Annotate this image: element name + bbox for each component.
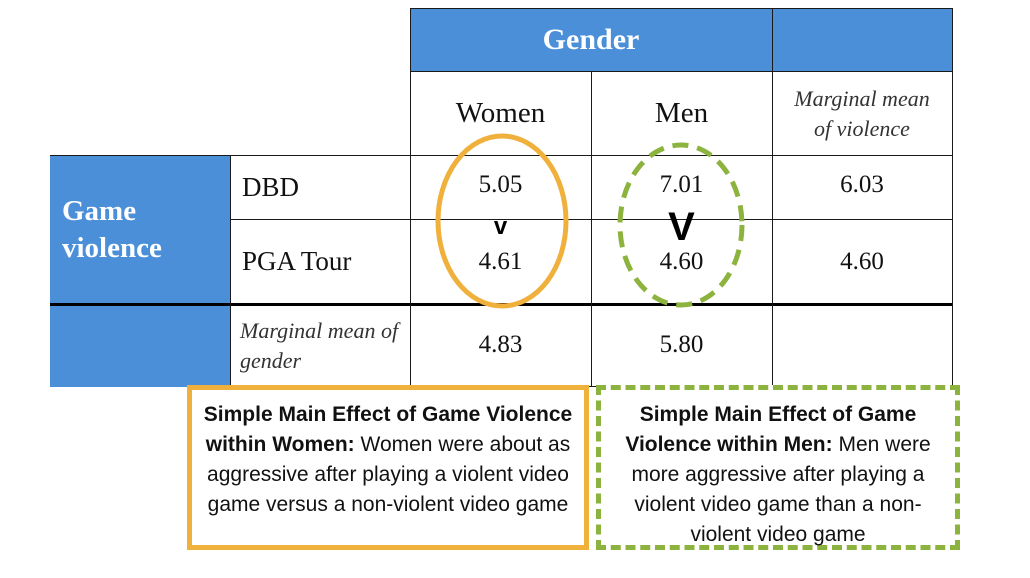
marginal-violence-label: Marginal mean of violence bbox=[794, 85, 930, 141]
row-label-pga-text: PGA Tour bbox=[242, 245, 352, 276]
value-pga-marginal: 4.60 bbox=[772, 237, 952, 287]
grid-vline-d bbox=[772, 8, 773, 387]
value-dbd-women: 5.05 bbox=[410, 160, 591, 210]
value-dbd-marginal-text: 6.03 bbox=[840, 171, 884, 198]
col-header-men: Men bbox=[591, 72, 772, 155]
grid-vline-a bbox=[230, 155, 231, 387]
value-dbd-women-text: 5.05 bbox=[478, 171, 523, 198]
row-label-pga: PGA Tour bbox=[230, 219, 410, 303]
row-label-dbd-text: DBD bbox=[242, 171, 300, 202]
value-marginal-women-text: 4.83 bbox=[478, 331, 523, 358]
col-header-men-label: Men bbox=[654, 97, 709, 129]
value-dbd-men-text: 7.01 bbox=[659, 171, 704, 198]
grid-line-subheader bbox=[50, 155, 953, 156]
note-women-body: Women were about as aggressive after pla… bbox=[207, 433, 571, 516]
value-pga-marginal-text: 4.60 bbox=[840, 248, 884, 275]
row-label-dbd: DBD bbox=[230, 155, 410, 219]
note-women: Simple Main Effect of Game Violence with… bbox=[187, 385, 589, 550]
value-marginal-men-text: 5.80 bbox=[659, 331, 704, 358]
game-violence-label: Game violence bbox=[62, 194, 162, 264]
gender-header-label: Gender bbox=[542, 22, 640, 56]
marginal-gender-label: Marginal mean of gender bbox=[240, 318, 399, 373]
value-pga-women-text: 4.61 bbox=[478, 248, 523, 275]
grid-vline-e bbox=[952, 8, 953, 387]
value-pga-women: 4.61 bbox=[410, 237, 591, 287]
value-marginal-men: 5.80 bbox=[591, 320, 772, 370]
marginal-gender-row-blank bbox=[50, 304, 230, 387]
gender-header-blank bbox=[772, 8, 952, 71]
comparison-men: V bbox=[591, 202, 772, 252]
comparison-men-text: V bbox=[668, 204, 695, 249]
note-women-title: Simple Main Effect of Game Violence with… bbox=[203, 403, 573, 456]
note-men-body: Men were more aggressive after playing a… bbox=[631, 433, 931, 546]
value-marginal-women: 4.83 bbox=[410, 320, 591, 370]
grid-vline-b bbox=[410, 8, 411, 387]
grid-line-header bbox=[410, 71, 953, 72]
grid-vline-c bbox=[591, 71, 592, 387]
col-header-women-label: Women bbox=[455, 97, 546, 129]
comparison-women: v bbox=[410, 212, 591, 242]
value-pga-men-text: 4.60 bbox=[659, 248, 704, 275]
value-dbd-marginal: 6.03 bbox=[772, 160, 952, 210]
col-header-marginal-violence: Marginal mean of violence bbox=[772, 72, 952, 155]
note-men: Simple Main Effect of Game Violence with… bbox=[596, 385, 960, 550]
grid-line-thick bbox=[50, 303, 953, 306]
row-label-marginal-gender: Marginal mean of gender bbox=[230, 306, 410, 386]
grid-line-top bbox=[410, 8, 953, 9]
game-violence-header: Game violence bbox=[50, 155, 230, 304]
col-header-women: Women bbox=[410, 72, 591, 155]
comparison-women-text: v bbox=[493, 213, 508, 240]
note-men-title: Simple Main Effect of Game Violence with… bbox=[625, 403, 917, 456]
gender-header: Gender bbox=[410, 8, 772, 71]
